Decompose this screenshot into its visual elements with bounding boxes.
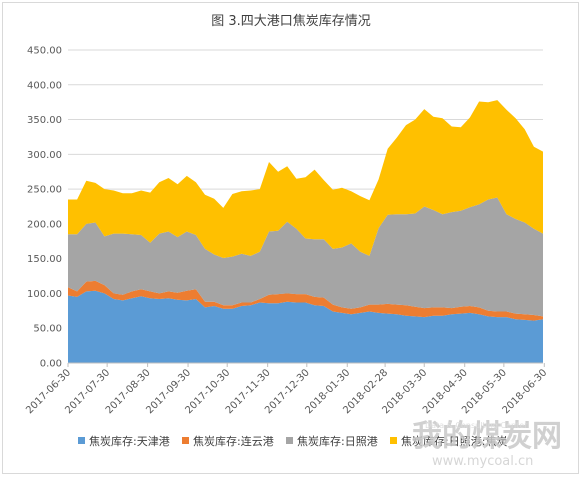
legend-label: 焦炭库存:日照港:焦炭 xyxy=(401,434,507,448)
y-tick-label: 100.00 xyxy=(27,289,62,300)
legend-swatch xyxy=(390,437,397,444)
y-axis-ticks: 0.00 50.00 100.00 150.00 200.00 250.00 300.00 3… xyxy=(27,46,62,370)
x-axis-ticks: 2017-06-302017-07-302017-08-302017-09-30… xyxy=(24,363,549,416)
y-tick-label: 300.00 xyxy=(27,150,62,161)
watermark-url: www.mycoal.cn xyxy=(432,454,533,469)
y-tick-label: 350.00 xyxy=(27,115,62,126)
legend-swatch xyxy=(78,437,85,444)
watermark-logo-text: 我的煤炭网 xyxy=(412,419,562,454)
legend-label: 焦炭库存:日照港 xyxy=(297,434,378,448)
y-tick-label: 400.00 xyxy=(27,80,62,91)
y-tick-label: 450.00 xyxy=(27,46,62,57)
legend-swatch xyxy=(182,437,189,444)
legend-swatch xyxy=(286,437,293,444)
area-series-1 xyxy=(68,290,543,363)
area-series-4 xyxy=(68,100,543,258)
watermark: 我的煤炭网 www.mycoal.cn Data & Consulting Ce… xyxy=(412,419,562,469)
legend-label: 焦炭库存:连云港 xyxy=(193,434,274,448)
y-tick-label: 50.00 xyxy=(33,324,62,335)
legend: 焦炭库存:天津港 焦炭库存:连云港 焦炭库存:日照港 焦炭库存:日照港:焦炭 xyxy=(78,434,507,448)
chart-title: 图 3.四大港口焦炭库存情况 xyxy=(211,13,371,29)
legend-label: 焦炭库存:天津港 xyxy=(89,434,170,448)
y-tick-label: 150.00 xyxy=(27,254,62,265)
y-tick-label: 200.00 xyxy=(27,219,62,230)
y-tick-label: 250.00 xyxy=(27,185,62,196)
area-series-3 xyxy=(68,197,543,317)
series-areas xyxy=(68,100,543,363)
watermark-faint-text: Data & Consulting Center xyxy=(425,421,528,430)
y-tick-label: 0.00 xyxy=(40,359,62,370)
area-series-2 xyxy=(68,280,543,321)
